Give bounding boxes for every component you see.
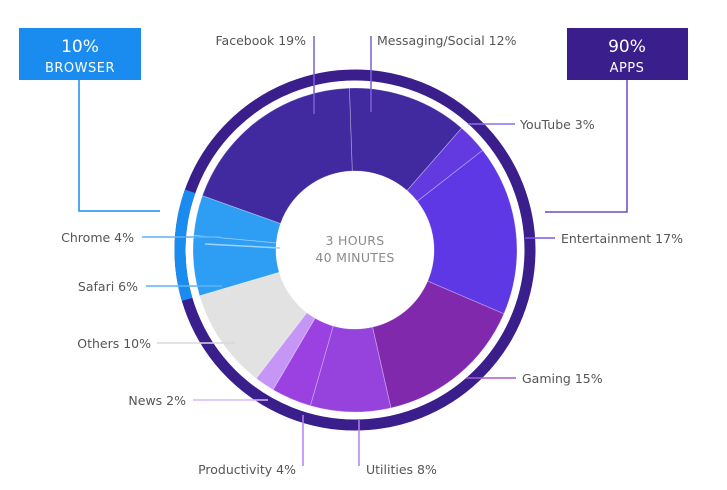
leader-lines — [142, 36, 555, 466]
center-label-line1: 3 HOURS — [325, 233, 384, 248]
label-youtube: YouTube 3% — [519, 117, 595, 132]
label-utilities: Utilities 8% — [366, 462, 437, 477]
browser-label: BROWSER — [45, 61, 115, 76]
label-safari: Safari 6% — [78, 279, 138, 294]
label-news: News 2% — [128, 393, 186, 408]
center-label-line2: 40 MINUTES — [315, 250, 394, 265]
label-others: Others 10% — [77, 336, 151, 351]
label-chrome: Chrome 4% — [61, 230, 134, 245]
label-messaging-social: Messaging/Social 12% — [377, 33, 517, 48]
apps-label: APPS — [610, 61, 645, 76]
apps-summary-box: 90% APPS — [545, 28, 688, 213]
donut-slices — [192, 87, 518, 413]
label-gaming: Gaming 15% — [522, 371, 603, 386]
center-hole — [276, 171, 434, 329]
apps-percent: 90% — [608, 37, 646, 57]
browser-summary-box: 10% BROWSER — [19, 28, 160, 212]
label-productivity: Productivity 4% — [198, 462, 296, 477]
browser-percent: 10% — [61, 37, 99, 57]
label-entertainment: Entertainment 17% — [561, 231, 683, 246]
label-facebook: Facebook 19% — [216, 33, 307, 48]
browser-outer-ring-arc — [174, 189, 196, 301]
